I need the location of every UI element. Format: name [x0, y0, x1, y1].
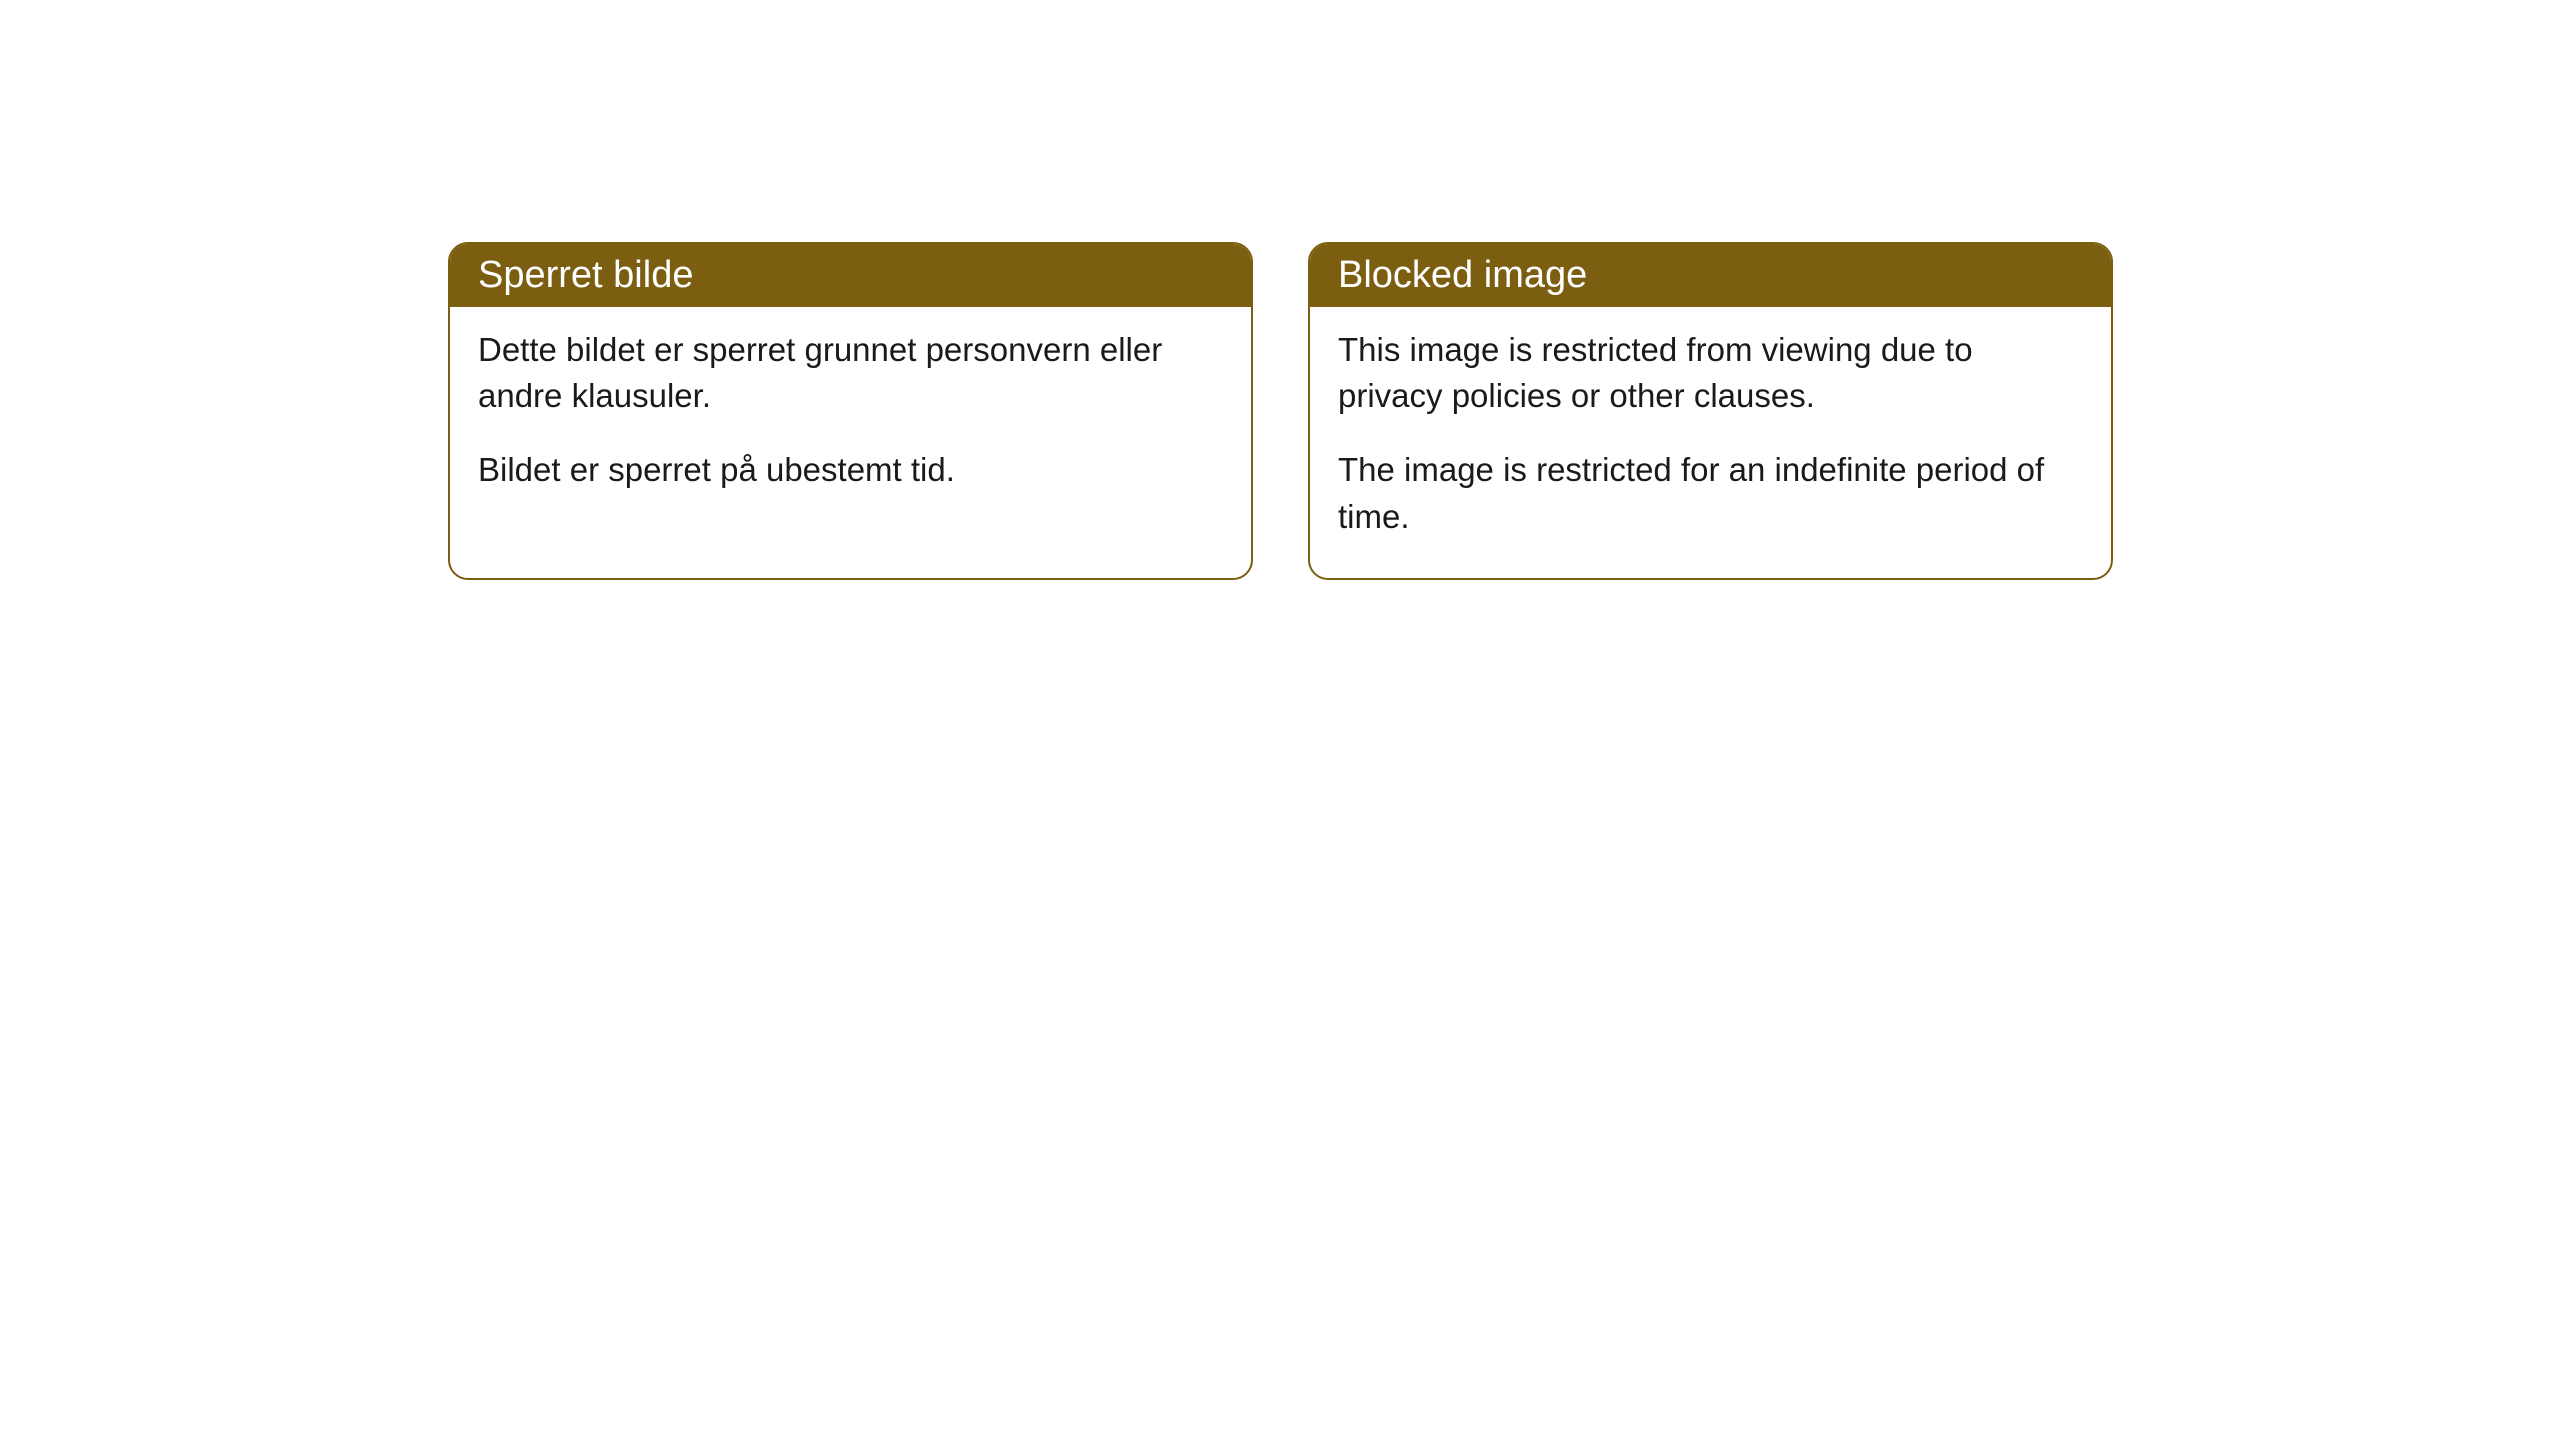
card-header-english: Blocked image	[1310, 244, 2111, 307]
card-english: Blocked image This image is restricted f…	[1308, 242, 2113, 580]
card-body-english: This image is restricted from viewing du…	[1310, 307, 2111, 578]
card-paragraph-1: This image is restricted from viewing du…	[1338, 327, 2083, 419]
card-paragraph-2: The image is restricted for an indefinit…	[1338, 447, 2083, 539]
card-header-norwegian: Sperret bilde	[450, 244, 1251, 307]
card-paragraph-1: Dette bildet er sperret grunnet personve…	[478, 327, 1223, 419]
card-paragraph-2: Bildet er sperret på ubestemt tid.	[478, 447, 1223, 493]
card-body-norwegian: Dette bildet er sperret grunnet personve…	[450, 307, 1251, 532]
card-norwegian: Sperret bilde Dette bildet er sperret gr…	[448, 242, 1253, 580]
cards-container: Sperret bilde Dette bildet er sperret gr…	[448, 242, 2113, 580]
